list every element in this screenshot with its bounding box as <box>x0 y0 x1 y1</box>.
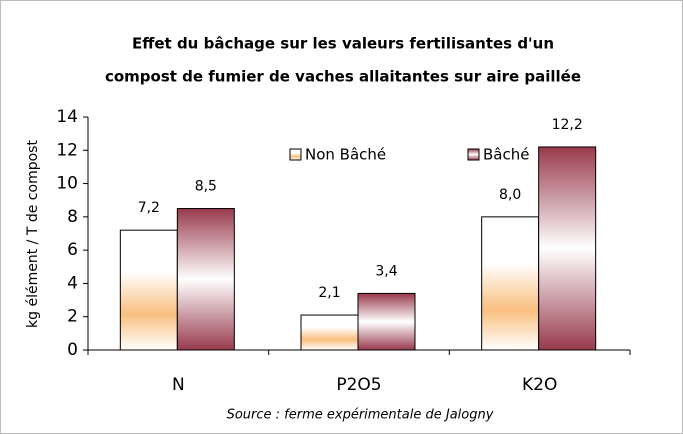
x-tick-label: K2O <box>522 375 557 395</box>
value-label: 2,1 <box>318 285 340 301</box>
chart-title: compost de fumier de vaches allaitantes … <box>105 68 581 86</box>
y-tick-label: 6 <box>67 240 78 260</box>
bar <box>357 292 416 351</box>
value-label: 3,4 <box>375 263 397 279</box>
bar <box>119 229 178 351</box>
y-tick-label: 4 <box>67 273 78 293</box>
legend-label: Non Bâché <box>305 146 386 164</box>
x-tick-label: P2O5 <box>336 375 381 395</box>
chart-title: Effet du bâchage sur les valeurs fertili… <box>132 35 554 53</box>
y-tick-label: 2 <box>67 307 78 327</box>
y-tick-label: 8 <box>67 207 78 227</box>
y-tick-label: 12 <box>56 140 78 160</box>
bar <box>481 216 540 351</box>
bar <box>176 208 235 351</box>
value-label: 8,5 <box>195 179 217 195</box>
bar <box>538 146 597 351</box>
x-tick-label: N <box>172 375 185 395</box>
value-label: 7,2 <box>138 200 160 216</box>
legend-swatch <box>289 148 302 161</box>
y-axis-label: kg élément / T de compost <box>25 140 41 328</box>
y-tick-label: 0 <box>67 340 78 360</box>
bar <box>300 314 359 351</box>
value-label: 8,0 <box>499 187 521 203</box>
legend-swatch <box>467 148 480 161</box>
legend-label: Bâché <box>483 146 529 164</box>
y-tick-label: 14 <box>56 107 78 127</box>
source: Source : ferme expérimentale de Jalogny <box>227 408 494 423</box>
y-tick-label: 10 <box>56 174 78 194</box>
value-label: 12,2 <box>552 117 583 133</box>
